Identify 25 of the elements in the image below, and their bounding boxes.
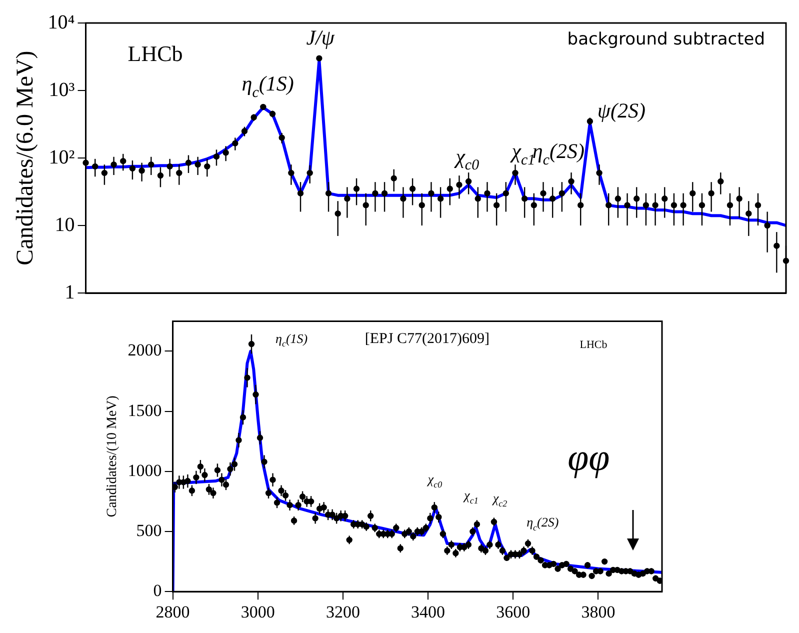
x-tick-label: 3400	[411, 602, 446, 622]
y-tick-label: 500	[136, 520, 162, 540]
y-tick-label: 1500	[128, 400, 162, 420]
y-tick-label: 10⁴	[48, 11, 75, 34]
y-tick-label: 10³	[48, 78, 75, 101]
y-tick-label: 2000	[128, 340, 162, 360]
annotation: LHCb	[580, 339, 608, 352]
y-axis-title: Candidates/(6.0 MeV)	[12, 50, 39, 266]
x-tick-label: 3200	[326, 602, 360, 622]
x-tick-label: 3800	[581, 602, 616, 622]
annotation: background subtracted	[567, 30, 766, 50]
annotation: ψ(2S)	[597, 98, 646, 122]
x-tick-label: 3000	[240, 602, 275, 622]
x-tick-label: 3600	[496, 602, 530, 622]
y-tick-label: 1	[64, 281, 75, 304]
y-tick-label: 0	[153, 581, 162, 600]
y-tick-label: 10²	[48, 146, 75, 168]
annotation: LHCb	[128, 40, 183, 66]
y-tick-label: 10	[54, 214, 75, 236]
annotation: φφ	[568, 436, 610, 479]
annotation: J/ψ	[306, 26, 336, 50]
y-tick-label: 1000	[128, 460, 162, 480]
y-axis-title: Candidates/(10 MeV)	[105, 395, 120, 518]
annotation: [EPJ C77(2017)609]	[364, 330, 490, 347]
x-tick-label: 2800	[156, 602, 190, 622]
